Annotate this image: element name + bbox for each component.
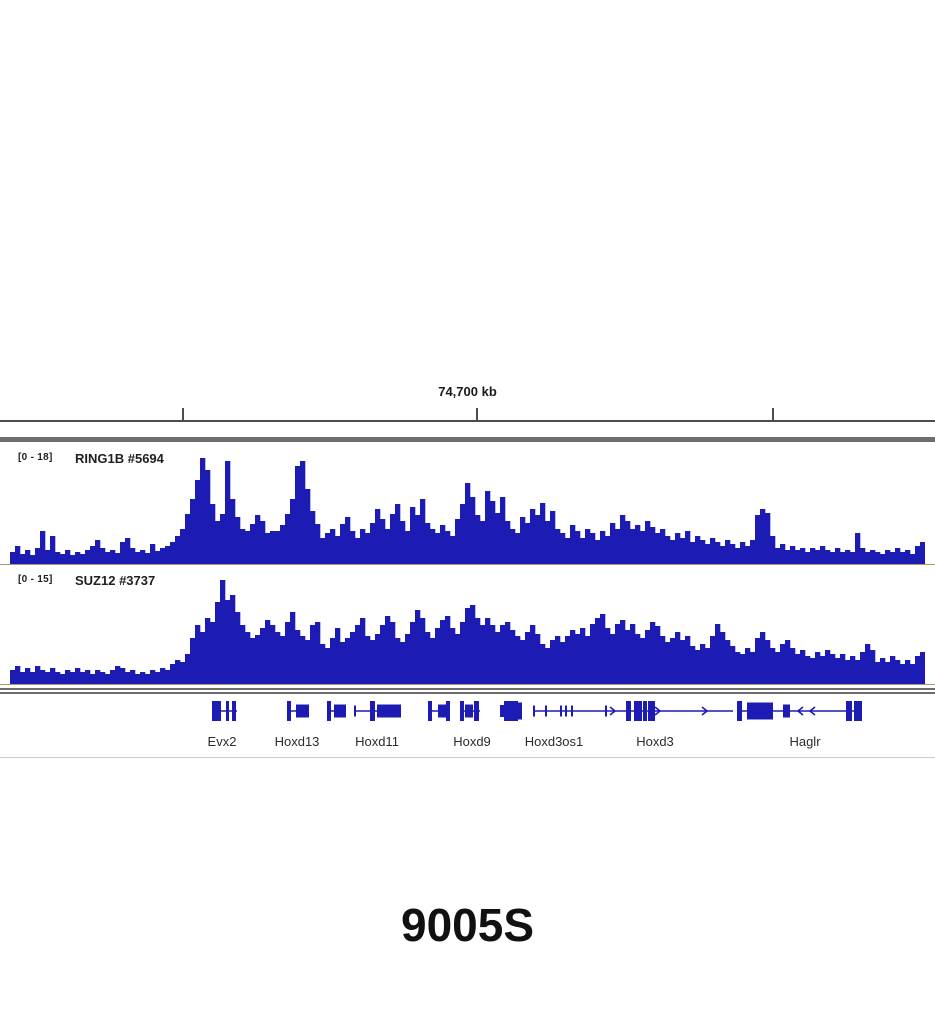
gene-label: Haglr (789, 734, 821, 749)
track-separator-line-bottom (0, 692, 935, 694)
track2-range-label: [0 - 15] (18, 574, 53, 585)
ruler-line (0, 420, 935, 422)
gene-label: Hoxd11 (355, 734, 399, 749)
product-code: 9005S (400, 899, 534, 951)
gene-track: Evx2 Hoxd13 Hoxd11 Hoxd9 Hoxd3os1 Hoxd3 Haglr (0, 701, 935, 758)
track1-baseline (0, 564, 935, 565)
ruler-tick (772, 408, 774, 422)
track2-name: SUZ12 #3737 (75, 573, 156, 588)
gene-label: Hoxd3os1 (525, 734, 584, 749)
ruler-tick (476, 408, 478, 422)
track-separator-line-top (0, 688, 935, 690)
ruler-position-label: 74,700 kb (438, 384, 497, 399)
panel-divider-bar (0, 437, 935, 442)
track1-signal (10, 458, 925, 564)
track2-signal (10, 580, 925, 684)
ruler-tick (182, 408, 184, 422)
track1-range-label: [0 - 18] (18, 452, 53, 463)
gene-label: Hoxd13 (275, 734, 320, 749)
gene-label: Hoxd9 (453, 734, 491, 749)
track1-name: RING1B #5694 (75, 451, 164, 466)
gene-label: Hoxd3 (636, 734, 674, 749)
gene-label: Evx2 (208, 734, 237, 749)
track2-baseline (0, 684, 935, 685)
